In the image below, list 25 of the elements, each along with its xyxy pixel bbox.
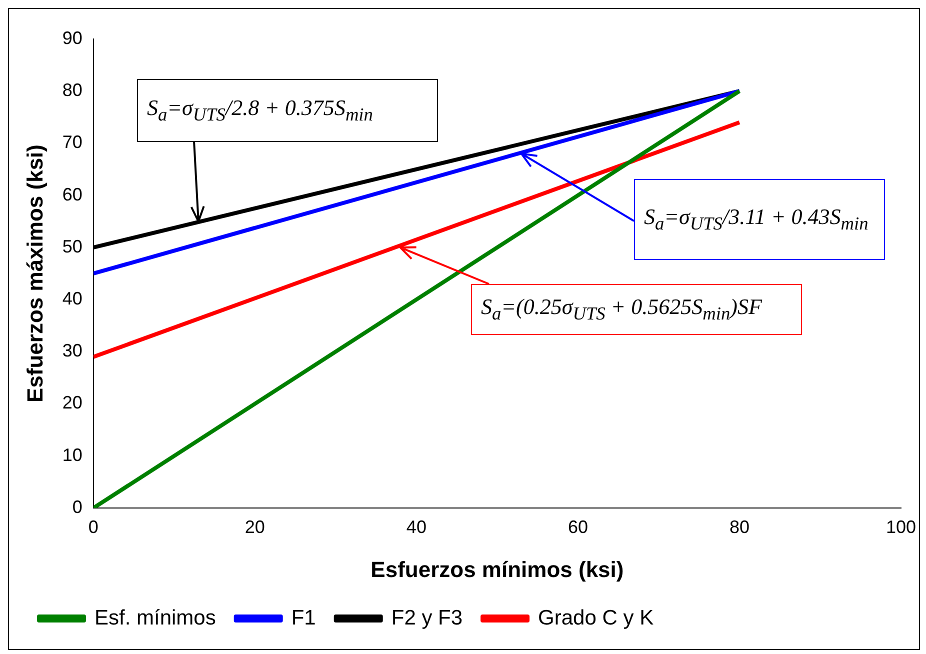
y-tick-label: 90 bbox=[62, 28, 82, 48]
annotation: S$_{a}$=σ$_{UTS}$/2.8 + 0.375S$_{min}$ bbox=[147, 94, 373, 126]
y-tick-label: 50 bbox=[62, 236, 82, 256]
y-tick-label: 70 bbox=[62, 132, 82, 152]
x-tick-label: 0 bbox=[88, 516, 98, 537]
x-tick-label: 100 bbox=[886, 516, 916, 537]
y-tick-label: 0 bbox=[72, 496, 82, 517]
y-tick-label: 40 bbox=[62, 288, 82, 309]
legend-label: F1 bbox=[291, 606, 316, 630]
x-tick-label: 20 bbox=[244, 516, 265, 537]
y-tick-label: 10 bbox=[62, 444, 82, 465]
legend-label: F2 y F3 bbox=[391, 606, 463, 630]
legend-label: Esf. mínimos bbox=[94, 606, 216, 630]
y-tick-label: 30 bbox=[62, 340, 82, 361]
legend-label: Grado C y K bbox=[538, 606, 654, 630]
x-axis-title: Esfuerzos mínimos (ksi) bbox=[370, 556, 624, 582]
x-tick-label: 60 bbox=[568, 516, 588, 537]
x-tick-label: 80 bbox=[729, 516, 750, 537]
annotation: S$_{a}$=(0.25σ$_{UTS}$ + 0.5625S$_{min}$)SF bbox=[481, 294, 762, 324]
annotation: S$_{a}$=σ$_{UTS}$/3.11 + 0.43S$_{min}$ bbox=[644, 204, 868, 234]
x-tick-label: 40 bbox=[406, 516, 426, 537]
y-tick-label: 60 bbox=[62, 184, 82, 204]
y-tick-label: 80 bbox=[62, 80, 82, 100]
y-tick-label: 20 bbox=[62, 392, 82, 413]
y-axis-title: Esfuerzos máximos (ksi) bbox=[22, 144, 48, 402]
